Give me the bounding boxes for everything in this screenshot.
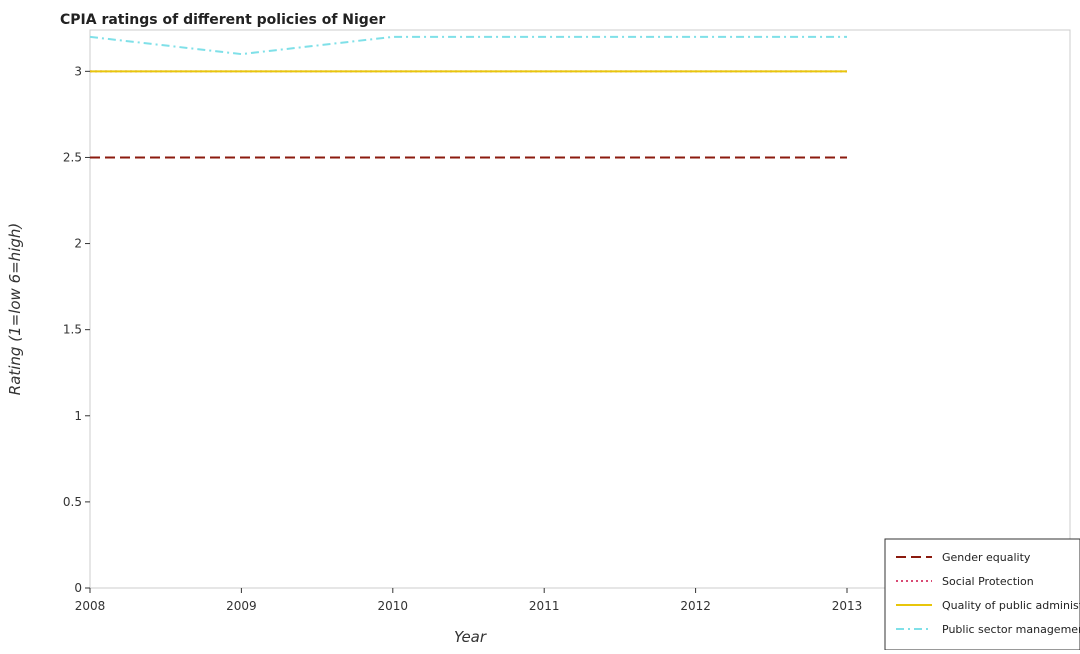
- plot-area: [89, 29, 1071, 589]
- x-tick-label: 2011: [529, 599, 560, 613]
- legend-label: Social Protection: [942, 575, 1034, 588]
- y-tick-label: 0: [74, 581, 82, 595]
- x-tick-label: 2009: [226, 599, 257, 613]
- y-axis-label: Rating (1=low 6=high): [6, 223, 24, 395]
- x-tick-label: 2012: [680, 599, 711, 613]
- x-axis-label: Year: [454, 628, 487, 646]
- series-line: [89, 35, 847, 56]
- x-tick-label: 2013: [832, 599, 863, 613]
- legend-label: Quality of public administration: [942, 599, 1080, 612]
- y-tick-label: 3: [74, 64, 82, 78]
- series-layer: [89, 35, 847, 159]
- x-axis: 2008 2009 2010 2011 2012 2013: [75, 588, 863, 613]
- legend: Gender equality Social Protection Quality …: [884, 538, 1080, 651]
- y-tick-label: 2: [74, 237, 82, 251]
- y-tick-label: 1.5: [63, 323, 82, 337]
- x-tick-label: 2010: [378, 599, 409, 613]
- y-axis: 0 0.5 1 1.5 2 2.5 3: [63, 64, 90, 595]
- y-tick-label: 2.5: [63, 150, 82, 164]
- chart-title: CPIA ratings of different policies of Ni…: [60, 12, 385, 28]
- y-tick-label: 1: [74, 409, 82, 423]
- legend-label: Gender equality: [942, 551, 1031, 564]
- y-tick-label: 0.5: [63, 495, 82, 509]
- legend-label: Public sector management: [942, 623, 1080, 636]
- x-tick-label: 2008: [75, 599, 106, 613]
